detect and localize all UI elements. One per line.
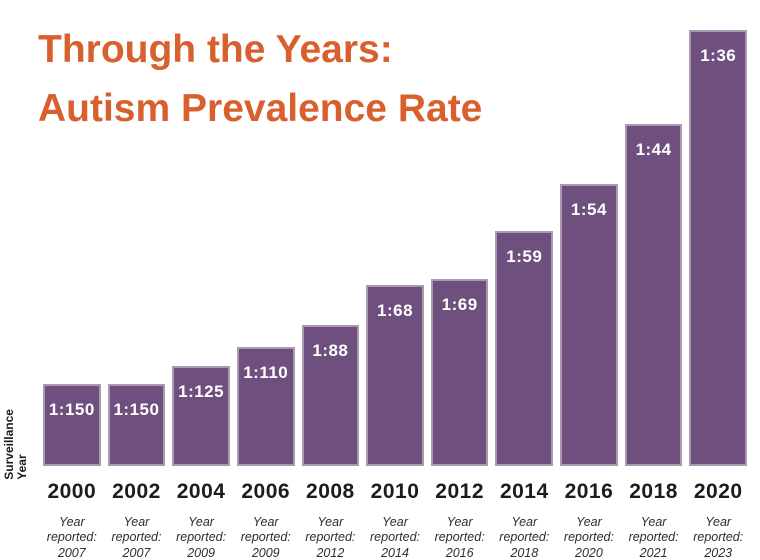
x-axis-tick-2006: 2006 Year reported: 2009 (237, 466, 295, 560)
x-axis-tick-2020: 2020 Year reported: 2023 (689, 466, 747, 560)
year-reported-label: Year reported: 2009 (176, 515, 227, 560)
year-reported-label: Year reported: 2018 (499, 515, 550, 560)
surveillance-year-label: 2004 (176, 480, 226, 503)
bar-2010: 1:68 (366, 285, 424, 466)
bar-value-label: 1:69 (441, 295, 478, 314)
bar-value-label: 1:110 (243, 363, 289, 382)
bar-2008: 1:88 (301, 325, 360, 466)
bar-2014: 1:59 (495, 231, 554, 466)
surveillance-year-label: 2006 (241, 480, 291, 503)
bar-column-2014: 1:59 2014 Year reported: 2018 (495, 231, 554, 560)
bar-chart: 1:150 2000 Year reported: 2007 1:150 2002 Yea… (43, 0, 748, 560)
x-axis-tick-2012: 2012 Year reported: 2016 (431, 466, 489, 560)
surveillance-year-label: 2020 (693, 480, 743, 503)
bar-2002: 1:150 (107, 384, 166, 466)
bar-value-label: 1:88 (312, 341, 349, 360)
bar-2004: 1:125 (172, 366, 230, 466)
y-axis-label: Surveillance Year (2, 409, 30, 480)
surveillance-year-label: 2000 (47, 480, 97, 503)
bar-column-2000: 1:150 2000 Year reported: 2007 (43, 384, 101, 560)
chart-title: Through the Years: Autism Prevalence Rat… (38, 20, 482, 139)
year-reported-label: Year reported: 2014 (370, 515, 421, 560)
bar-value-label: 1:36 (700, 46, 737, 65)
bar-column-2012: 1:69 2012 Year reported: 2016 (430, 279, 489, 560)
surveillance-year-label: 2016 (564, 480, 614, 503)
year-reported-label: Year reported: 2007 (111, 515, 162, 560)
bar-2018: 1:44 (624, 124, 683, 466)
year-reported-label: Year reported: 2023 (693, 515, 744, 560)
bar-value-label: 1:59 (506, 247, 543, 266)
x-axis-tick-2010: 2010 Year reported: 2014 (366, 466, 424, 560)
bar-column-2006: 1:110 2006 Year reported: 2009 (236, 347, 295, 560)
bar-column-2020: 1:36 2020 Year reported: 2023 (689, 30, 748, 560)
bar-2000: 1:150 (43, 384, 101, 466)
bar-column-2008: 1:88 2008 Year reported: 2012 (301, 325, 360, 560)
bar-column-2016: 1:54 2016 Year reported: 2020 (560, 184, 618, 560)
year-reported-label: Year reported: 2016 (434, 515, 485, 560)
bar-value-label: 1:150 (113, 400, 160, 419)
year-reported-label: Year reported: 2021 (628, 515, 679, 560)
x-axis-tick-2014: 2014 Year reported: 2018 (495, 466, 553, 560)
bar-2006: 1:110 (236, 347, 295, 466)
bar-value-label: 1:150 (48, 400, 95, 419)
bar-value-label: 1:54 (570, 200, 607, 219)
year-reported-label: Year reported: 2007 (46, 515, 97, 560)
chart-title-line1: Through the Years: (38, 28, 393, 71)
bar-column-2018: 1:44 2018 Year reported: 2021 (624, 124, 683, 560)
surveillance-year-label: 2012 (435, 480, 485, 503)
bar-column-2010: 1:68 2010 Year reported: 2014 (366, 285, 424, 560)
x-axis-tick-2004: 2004 Year reported: 2009 (172, 466, 230, 560)
bar-column-2004: 1:125 2004 Year reported: 2009 (172, 366, 230, 560)
x-axis-tick-2016: 2016 Year reported: 2020 (560, 466, 618, 560)
surveillance-year-label: 2018 (629, 480, 678, 503)
x-axis-tick-2008: 2008 Year reported: 2012 (302, 466, 360, 560)
surveillance-year-label: 2008 (306, 480, 355, 503)
x-axis-tick-2000: 2000 Year reported: 2007 (43, 466, 101, 560)
bar-2020: 1:36 (689, 30, 748, 466)
bar-value-label: 1:68 (377, 301, 414, 320)
bar-2016: 1:54 (560, 184, 618, 466)
surveillance-year-label: 2010 (370, 480, 420, 503)
chart-title-line2: Autism Prevalence Rate (38, 87, 483, 131)
bar-column-2002: 1:150 2002 Year reported: 2007 (107, 384, 166, 560)
year-reported-label: Year reported: 2009 (240, 515, 291, 560)
year-reported-label: Year reported: 2020 (563, 515, 614, 560)
year-reported-label: Year reported: 2012 (305, 515, 356, 560)
bar-value-label: 1:44 (635, 140, 672, 159)
bar-2012: 1:69 (430, 279, 489, 466)
x-axis-tick-2018: 2018 Year reported: 2021 (625, 466, 683, 560)
bar-value-label: 1:125 (178, 382, 225, 401)
surveillance-year-label: 2014 (499, 480, 549, 503)
surveillance-year-label: 2002 (112, 480, 161, 503)
x-axis-tick-2002: 2002 Year reported: 2007 (108, 466, 166, 560)
